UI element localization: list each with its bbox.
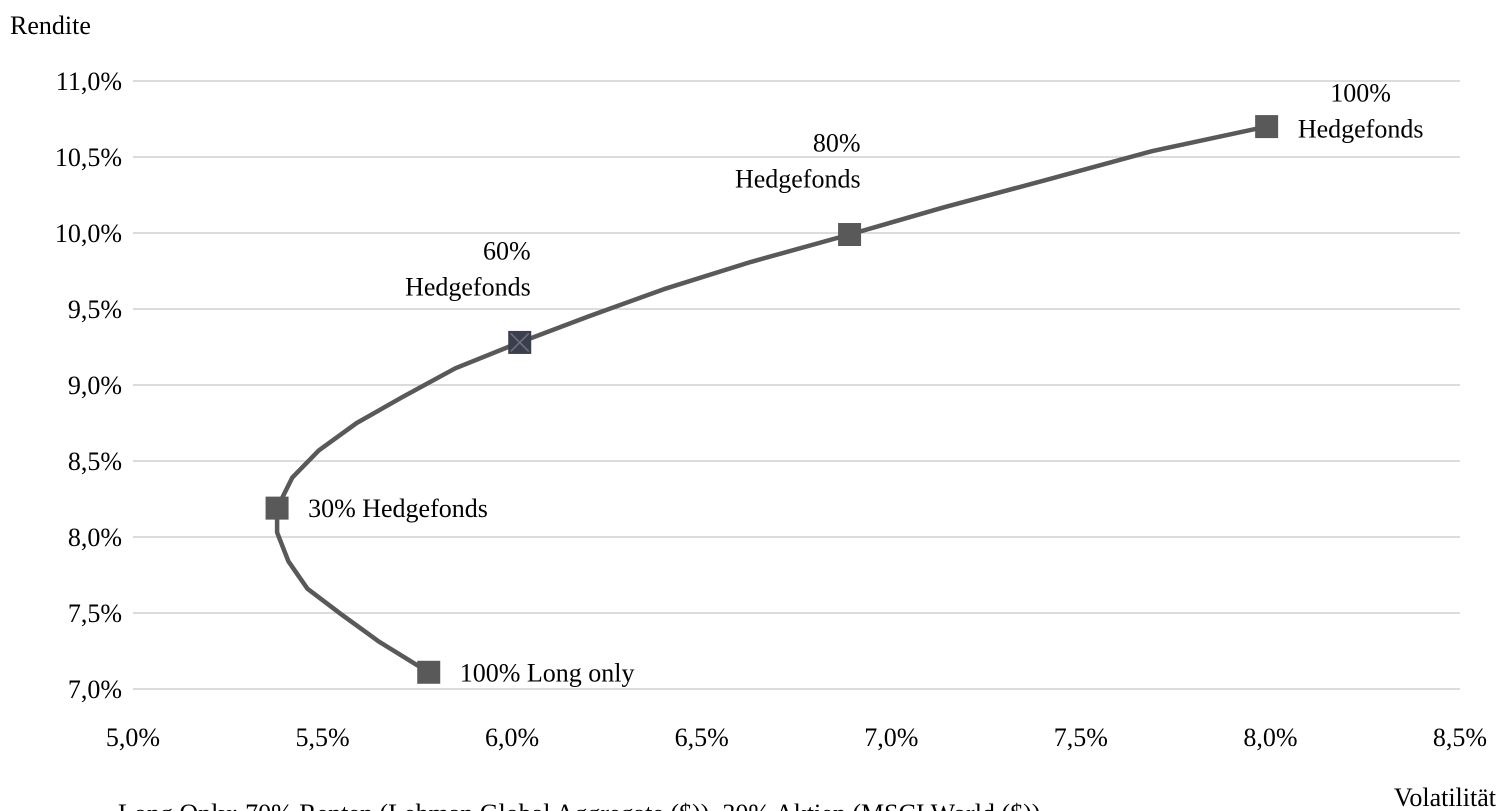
point-label-line: 60% — [483, 236, 531, 265]
y-tick-label: 9,5% — [68, 295, 122, 324]
y-tick-label: 8,5% — [68, 447, 122, 476]
portfolio-labels: 100% Long only 30% Hedgefonds 60% Hedgefond… — [308, 79, 1423, 688]
x-tick-label: 5,0% — [106, 723, 160, 752]
point-label-line: Hedgefonds — [1298, 115, 1424, 144]
y-tick-label: 10,5% — [55, 143, 122, 172]
portfolio-marker — [1255, 115, 1279, 139]
marker-square — [1255, 115, 1279, 139]
point-label-line: Hedgefonds — [735, 165, 861, 194]
point-label: 100% Long only — [460, 658, 635, 687]
y-tick-label: 7,0% — [68, 675, 122, 704]
y-axis-title: Rendite — [10, 11, 91, 40]
portfolio-marker — [265, 496, 289, 520]
point-label: 100% Hedgefonds — [1298, 79, 1424, 144]
x-tick-label: 6,5% — [675, 723, 729, 752]
portfolio-marker — [838, 223, 862, 247]
footnote: Long Only: 70% Renten (Lehman Global Agg… — [118, 799, 1040, 811]
x-axis-ticks: 5,0% 5,5% 6,0% 6,5% 7,0% 7,5% 8,0% 8,5% — [106, 723, 1487, 752]
frontier-line-layer — [274, 124, 1269, 675]
y-axis-ticks: 7,0% 7,5% 8,0% 8,5% 9,0% 9,5% 10,0% 10,5% 11,0% — [55, 67, 122, 704]
y-tick-label: 9,0% — [68, 371, 122, 400]
x-tick-label: 6,0% — [485, 723, 539, 752]
portfolio-markers — [265, 115, 1279, 684]
marker-square — [265, 496, 289, 520]
x-axis-title: Volatilität — [1394, 783, 1497, 811]
point-label-line: 80% — [813, 129, 861, 158]
point-label: 30% Hedgefonds — [308, 494, 488, 523]
point-label-line: 100% Long only — [460, 658, 635, 687]
y-tick-label: 10,0% — [55, 219, 122, 248]
marker-cross — [510, 332, 530, 353]
point-label: 60% Hedgefonds — [405, 236, 531, 301]
y-tick-label: 7,5% — [68, 599, 122, 628]
point-label-line: 100% — [1330, 79, 1391, 108]
portfolio-marker — [508, 330, 532, 354]
efficient-frontier-line — [274, 124, 1269, 675]
y-tick-label: 8,0% — [68, 523, 122, 552]
x-tick-label: 7,0% — [864, 723, 918, 752]
portfolio-marker — [417, 660, 441, 684]
marker-square — [417, 660, 441, 684]
point-label: 80% Hedgefonds — [735, 129, 861, 194]
point-label-line: 30% Hedgefonds — [308, 494, 488, 523]
gridlines — [133, 80, 1460, 690]
x-tick-label: 5,5% — [295, 723, 349, 752]
x-tick-label: 8,5% — [1433, 723, 1487, 752]
marker-square — [838, 223, 862, 247]
point-label-line: Hedgefonds — [405, 272, 531, 301]
x-tick-label: 7,5% — [1054, 723, 1108, 752]
y-tick-label: 11,0% — [56, 67, 122, 96]
x-tick-label: 8,0% — [1243, 723, 1297, 752]
